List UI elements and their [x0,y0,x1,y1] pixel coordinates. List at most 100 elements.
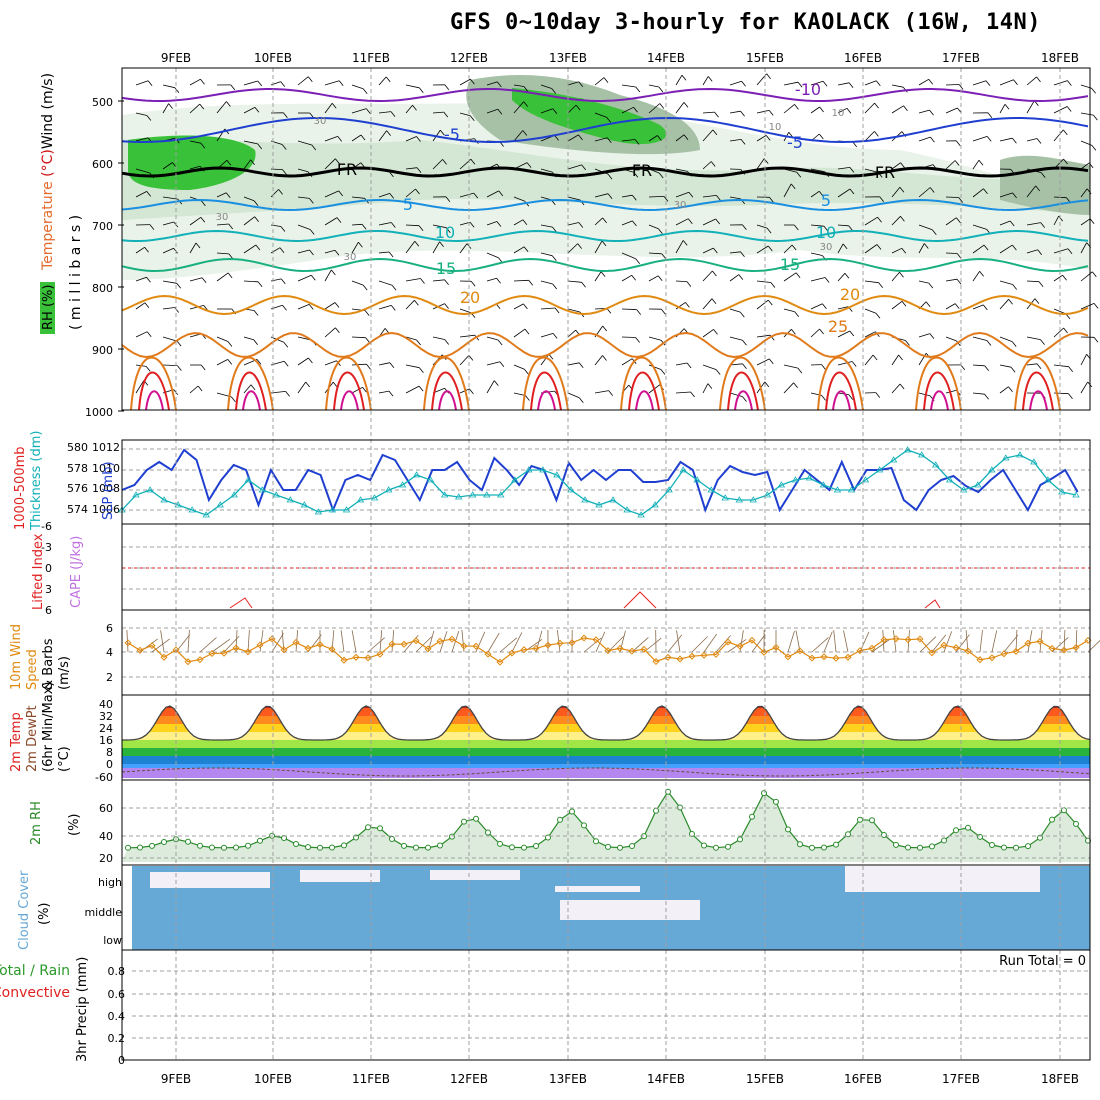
wind-barb [648,84,659,88]
contour-30-loop [138,371,170,411]
wind-barb-flag [497,109,503,115]
wind-barb-flag [956,217,961,223]
wind-point [556,639,564,647]
wind-barb [783,244,793,254]
wind-barb [324,327,336,338]
wind-barb [378,280,393,286]
rh-point [413,844,419,851]
temp-label: Temperature [40,181,56,271]
slp-label-group: SLP (mb) [101,461,116,520]
wind-barb-flag [200,78,205,85]
wind-point [448,635,456,643]
contour-35-loop [438,390,457,411]
wind-barb [540,224,553,228]
wind-point [484,650,492,658]
wind-barb [162,247,174,254]
wind-barb [162,307,175,310]
wind-barb-flag [250,159,255,166]
wind-barb-flag [1040,222,1046,228]
contour-15 [121,257,1089,273]
wind-barb-flag [1035,185,1041,192]
wind-barb [756,299,769,310]
wind-barb-flag [1062,129,1068,136]
wind-barb [675,280,687,282]
rh-point [245,842,251,849]
axis-tick-slp: 1010 [92,462,120,475]
wind-barb [405,224,420,227]
mb-label-group: ( m i l l i b a r s ) [68,215,84,330]
wind-barb-flag [978,159,984,166]
wind-barb-flag [986,136,992,142]
wind-barb [756,245,769,254]
wind-barb-flag [601,240,607,247]
wind-barb [648,103,661,114]
contour-label: 10 [435,223,455,242]
wind-barb [594,77,605,86]
wind-barb [945,252,958,254]
wind-barb [351,363,367,366]
wind-barb [351,108,367,114]
wind-barb-flag [146,331,152,337]
wind-barb [945,160,956,170]
thickness-point [426,476,435,483]
wind-barb-flag [878,282,884,288]
date-label-top: 9FEB [161,51,191,65]
wind-barb-flag [280,226,286,232]
wind-barb [918,109,930,114]
wind-barb [297,168,309,173]
wind-barb [513,130,524,142]
axis-tick-thickness: 578 [67,462,88,475]
wind-barb-flag [984,393,989,400]
wind-barb-flag [846,108,852,114]
wind-barb [891,300,903,310]
axis-tick-temp: 24 [99,722,113,735]
wind-barb [513,246,525,254]
wind10-barb [1063,629,1066,653]
temp-unit: (°C) [40,149,56,181]
wind-barb-flag [330,269,336,276]
wind-barb [324,80,340,86]
wind-point [1000,650,1008,658]
wind-point [352,653,360,661]
wind-barb [189,385,199,394]
wind-barb-flag [819,328,824,335]
wind10-barb [160,630,165,653]
wind10-barb [1087,639,1100,653]
wind-label: Wind (m/s) [40,73,56,149]
contour-5 [121,198,1089,212]
wind-barb [729,139,742,142]
wind-barb [486,277,497,282]
wind-barb-flag [388,390,394,397]
wind-barb-flag [741,81,746,87]
wind-barb [675,74,683,86]
wind-barb-flag [707,76,713,82]
rh-point [893,841,899,848]
contour-25 [121,331,1089,359]
wind-barb-flag [686,281,692,287]
wind-barb-flag [523,101,529,107]
axis-tick-temp: -60 [95,771,113,784]
wind-barb-flag [905,340,910,346]
wind-barb [891,187,901,198]
wind-barb [783,364,798,369]
rh-point [1049,816,1055,823]
wind10-barb [787,630,795,653]
thickness-point [454,493,463,500]
rh-point [569,808,575,815]
wind-barb-flag [334,302,340,308]
li-label-group: Lifted Index [31,533,46,610]
temp-label: 2m DewPt [25,705,40,772]
wind-barb [702,270,713,282]
wind-barb-flag [822,80,828,87]
wind-point [784,653,792,661]
wind-barb [918,187,931,198]
wind-barb [351,280,364,286]
wind-barb-flag [635,258,641,264]
wind-point [292,638,300,646]
wind-barb [1053,129,1064,142]
thickness-point [693,476,701,483]
axis-tick-precip: 0.2 [108,1032,126,1045]
wind-barb-flag [388,251,394,258]
wind-point [856,647,864,655]
wind-barb-flag [362,284,368,291]
